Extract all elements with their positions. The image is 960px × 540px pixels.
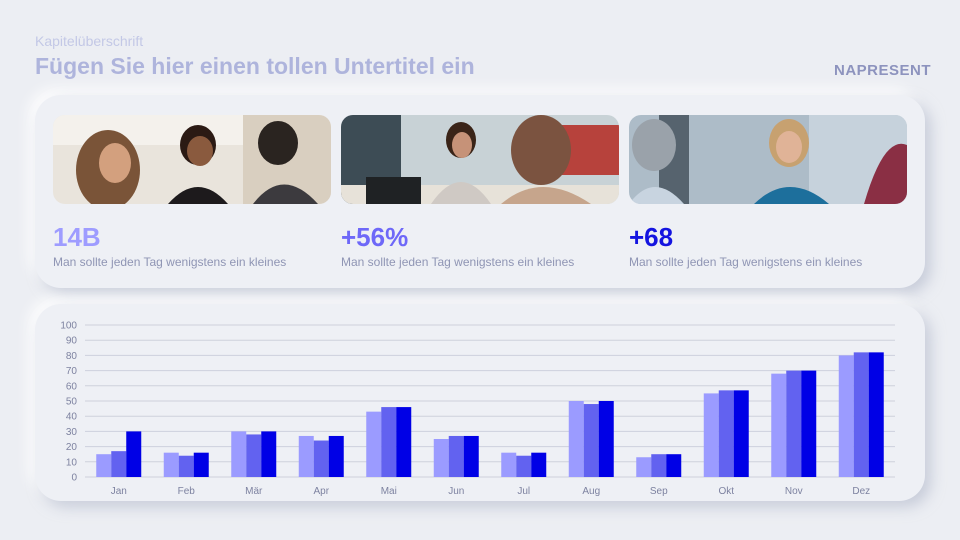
x-tick-label: Jun xyxy=(448,486,464,497)
chapter-heading: Kapitelüberschrift xyxy=(35,33,144,49)
brand-logo: NAPRESENT xyxy=(834,62,932,79)
bar-mär-series-2 xyxy=(246,434,262,477)
stat-description-3: Man sollte jeden Tag wenigstens ein klei… xyxy=(629,255,863,269)
bar-okt-series-1 xyxy=(703,393,719,477)
bar-mai-series-2 xyxy=(381,407,397,477)
page-subtitle: Fügen Sie hier einen tollen Untertitel e… xyxy=(35,53,475,79)
bar-okt-series-3 xyxy=(733,390,749,477)
smiling-colleague-photo xyxy=(629,115,907,204)
bar-jan-series-2 xyxy=(111,451,127,477)
bar-jul-series-2 xyxy=(516,455,532,477)
bar-apr-series-1 xyxy=(298,435,314,477)
x-tick-label: Jul xyxy=(517,486,530,497)
x-tick-label: Okt xyxy=(718,486,734,497)
y-tick-label: 20 xyxy=(66,442,78,453)
bar-nov-series-2 xyxy=(786,370,802,477)
bar-feb-series-2 xyxy=(178,455,194,477)
x-tick-label: Mär xyxy=(245,486,263,497)
stat-description-1: Man sollte jeden Tag wenigstens ein klei… xyxy=(53,255,287,269)
bar-feb-series-1 xyxy=(163,452,179,477)
bar-jul-series-1 xyxy=(501,452,517,477)
x-tick-label: Apr xyxy=(313,486,329,497)
stat-description-2: Man sollte jeden Tag wenigstens ein klei… xyxy=(341,255,575,269)
bar-aug-series-2 xyxy=(583,404,599,477)
bar-nov-series-3 xyxy=(801,370,817,477)
bar-nov-series-1 xyxy=(771,373,787,477)
bar-mär-series-1 xyxy=(231,431,247,477)
bar-sep-series-2 xyxy=(651,454,667,477)
bar-apr-series-3 xyxy=(328,435,344,477)
bar-jan-series-1 xyxy=(96,454,112,477)
x-tick-label: Nov xyxy=(785,486,803,497)
business-meeting-photo xyxy=(53,115,331,204)
y-tick-label: 60 xyxy=(66,381,78,392)
bar-sep-series-3 xyxy=(666,454,682,477)
x-tick-label: Feb xyxy=(178,486,196,497)
y-tick-label: 50 xyxy=(66,397,78,408)
bar-jul-series-3 xyxy=(531,452,547,477)
x-tick-label: Jan xyxy=(111,486,127,497)
stat-value-1: 14B xyxy=(53,222,101,252)
y-tick-label: 70 xyxy=(66,366,78,377)
y-tick-label: 0 xyxy=(71,473,77,484)
bar-aug-series-3 xyxy=(598,401,614,477)
y-tick-label: 90 xyxy=(66,336,78,347)
x-tick-label: Mai xyxy=(381,486,397,497)
bar-apr-series-2 xyxy=(313,440,329,477)
y-tick-label: 10 xyxy=(66,457,78,468)
bar-jun-series-3 xyxy=(463,435,479,477)
stat-value-2: +56% xyxy=(341,222,409,252)
bar-mai-series-3 xyxy=(396,407,412,477)
y-tick-label: 80 xyxy=(66,351,78,362)
bar-dez-series-2 xyxy=(853,352,869,477)
stats-card: 14B Man sollte jeden Tag wenigstens ein … xyxy=(35,95,925,288)
y-tick-label: 100 xyxy=(60,321,77,332)
bar-aug-series-1 xyxy=(568,401,584,477)
y-tick-label: 40 xyxy=(66,412,78,423)
bar-mai-series-1 xyxy=(366,411,382,477)
bar-jun-series-1 xyxy=(433,439,449,477)
bar-feb-series-3 xyxy=(193,452,209,477)
bar-jun-series-2 xyxy=(448,435,464,477)
stat-value-3: +68 xyxy=(629,222,674,252)
bar-dez-series-1 xyxy=(838,355,854,477)
bar-sep-series-1 xyxy=(636,457,652,477)
bar-okt-series-2 xyxy=(718,390,734,477)
bar-dez-series-3 xyxy=(868,352,884,477)
x-tick-label: Dez xyxy=(852,486,870,497)
x-tick-label: Sep xyxy=(650,486,668,497)
bar-jan-series-3 xyxy=(126,431,142,477)
office-discussion-photo xyxy=(341,115,619,204)
x-tick-label: Aug xyxy=(582,486,600,497)
y-tick-label: 30 xyxy=(66,427,78,438)
bar-mär-series-3 xyxy=(261,431,277,477)
